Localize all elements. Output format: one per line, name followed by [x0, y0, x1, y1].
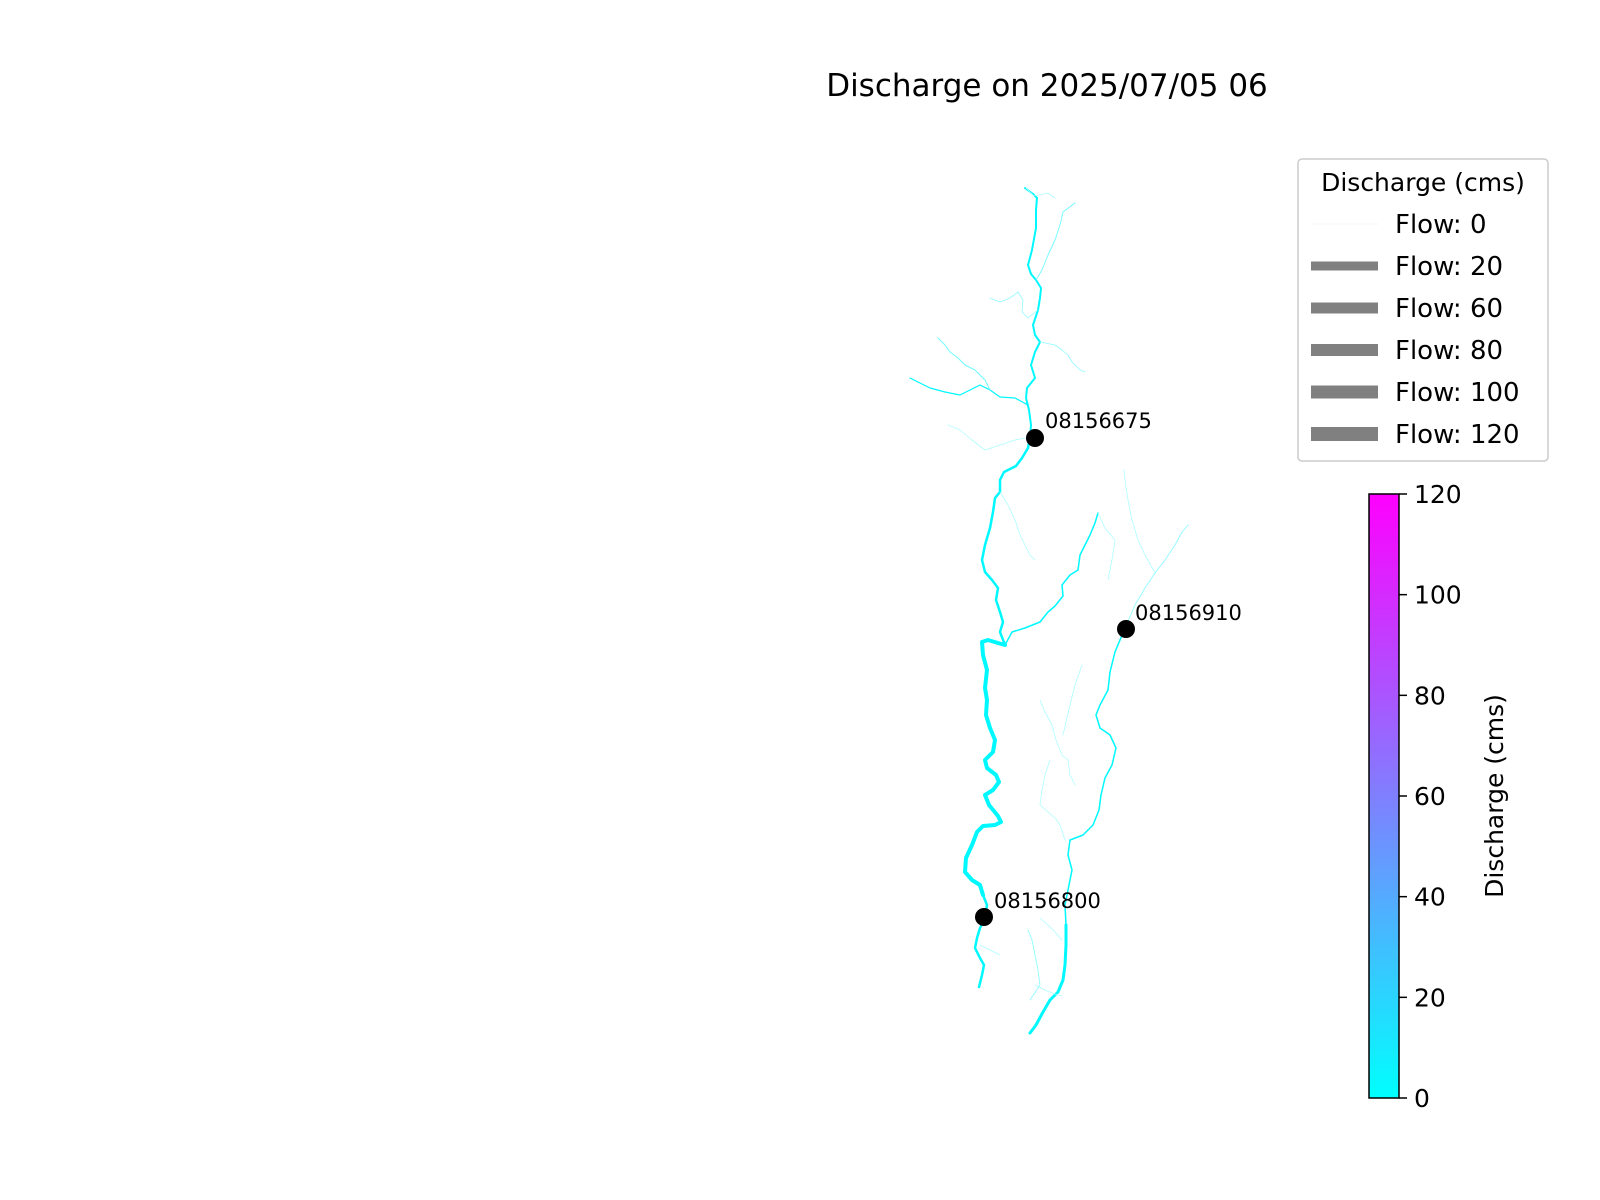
river-east-branch [1064, 627, 1126, 926]
colorbar-tick-label: 40 [1414, 883, 1446, 912]
legend-entry-label: Flow: 120 [1395, 420, 1520, 450]
river-nw-trib-2 [937, 337, 991, 391]
colorbar: 0 20 40 60 80 100 120 Discharge (cms) [1368, 480, 1509, 1113]
gauge-08156910[interactable]: 08156910 [1117, 601, 1242, 638]
gauge-marker-icon [975, 908, 993, 926]
legend-entry-label: Flow: 60 [1395, 294, 1503, 324]
gauge-08156675[interactable]: 08156675 [1026, 409, 1152, 447]
gauge-marker-icon [1117, 620, 1135, 638]
river-sw-trib-2 [1034, 984, 1063, 997]
legend-entry-label: Flow: 0 [1395, 210, 1487, 240]
colorbar-tick-label: 0 [1414, 1084, 1430, 1113]
river-ne-trib-3 [1097, 512, 1116, 581]
legend-title: Discharge (cms) [1321, 168, 1525, 197]
river-mid-trib-4 [1062, 664, 1083, 736]
gauge-08156800[interactable]: 08156800 [975, 889, 1101, 926]
legend-entry: Flow: 100 [1311, 378, 1520, 408]
river-nw-trib-6 [947, 424, 1031, 451]
gauge-label: 08156910 [1135, 601, 1242, 625]
river-east-lower [1028, 923, 1068, 1035]
river-ne-trib-2 [1123, 469, 1156, 574]
colorbar-tick-label: 100 [1414, 581, 1462, 610]
legend-entry-label: Flow: 100 [1395, 378, 1520, 408]
colorbar-tick-label: 20 [1414, 983, 1446, 1012]
legend-entry-label: Flow: 80 [1395, 336, 1503, 366]
river-nw-trib-7 [1025, 187, 1056, 199]
colorbar-tick-label: 60 [1414, 782, 1446, 811]
legend-entry: Flow: 120 [1311, 420, 1520, 450]
river-nw-trib-5 [1039, 341, 1086, 373]
river-sw-trib-3 [1039, 917, 1063, 941]
legend-entry: Flow: 80 [1311, 336, 1503, 366]
river-mid-trib-2 [1039, 699, 1076, 786]
river-main-upper [1024, 187, 1042, 438]
legend-entry-label: Flow: 20 [1395, 252, 1503, 282]
legend-entry: Flow: 20 [1311, 252, 1503, 282]
river-main-lower [963, 638, 1007, 897]
gauge-label: 08156675 [1045, 409, 1152, 433]
river-main-mid [980, 435, 1032, 647]
river-nw-trib-4 [989, 291, 1039, 319]
colorbar-tick-label: 80 [1414, 681, 1446, 710]
river-network [909, 187, 1189, 1035]
colorbar-ticks: 0 20 40 60 80 100 120 [1399, 480, 1462, 1113]
river-mid-trib-3 [1039, 759, 1066, 841]
river-mid-trib-1 [999, 491, 1036, 561]
river-sw-trib-4 [979, 944, 1001, 956]
legend-entries: Flow: 0 Flow: 20 Flow: 60 Flow: 80 Flow: 100… [1311, 210, 1520, 450]
gauge-marker-icon [1026, 429, 1044, 447]
legend-entry: Flow: 60 [1311, 294, 1503, 324]
colorbar-label: Discharge (cms) [1480, 694, 1509, 898]
gauge-label: 08156800 [994, 889, 1101, 913]
river-sw-trib-1 [1027, 929, 1041, 1001]
colorbar-gradient [1368, 493, 1400, 1099]
map-title: Discharge on 2025/07/05 06 [826, 68, 1268, 104]
river-ne-trib [1124, 524, 1189, 629]
colorbar-tick-label: 120 [1414, 480, 1462, 509]
river-ne-branch [1004, 512, 1099, 646]
river-nw-trib-1 [909, 377, 1029, 406]
river-nw-trib-3 [1035, 202, 1076, 281]
legend-entry: Flow: 0 [1311, 210, 1487, 240]
